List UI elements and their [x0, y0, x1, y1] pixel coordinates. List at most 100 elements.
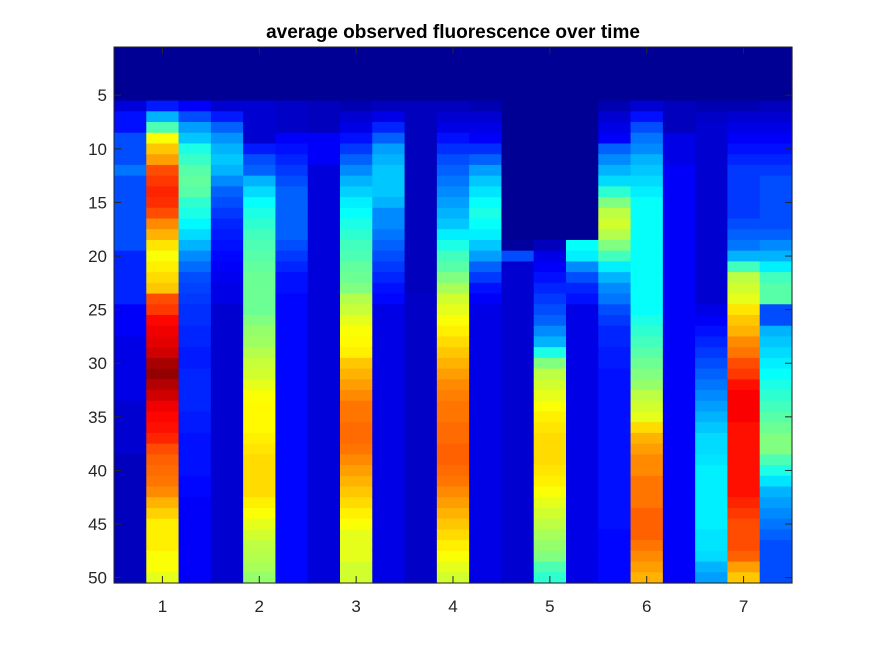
heatmap-cell	[178, 347, 212, 359]
heatmap-cell	[178, 229, 212, 241]
heatmap-cell	[340, 518, 373, 530]
heatmap-cell	[340, 486, 373, 498]
heatmap-cell	[501, 465, 535, 477]
heatmap-cell	[630, 550, 664, 563]
heatmap-cell	[210, 100, 244, 112]
heatmap-cell	[501, 250, 535, 262]
heatmap-cell	[469, 175, 503, 187]
heatmap-cell	[469, 315, 503, 327]
heatmap-cell	[178, 207, 212, 220]
heatmap-cell	[146, 197, 180, 209]
heatmap-cell	[275, 540, 309, 552]
heatmap-cell	[469, 197, 503, 209]
heatmap-cell	[469, 100, 503, 112]
heatmap-cell	[275, 282, 309, 295]
heatmap-cell	[469, 529, 503, 541]
heatmap-cell	[533, 315, 567, 327]
heatmap-cell	[178, 550, 212, 563]
heatmap-cell	[662, 239, 696, 252]
heatmap-cell	[372, 400, 406, 413]
heatmap-cell	[727, 111, 761, 123]
heatmap-cell	[727, 154, 761, 166]
heatmap-cell	[566, 197, 599, 209]
heatmap-cell	[759, 347, 793, 359]
heatmap-cell	[695, 486, 729, 498]
heatmap-cell	[727, 218, 761, 230]
heatmap-cell	[340, 368, 373, 380]
heatmap-cell	[307, 250, 341, 262]
heatmap-cell	[340, 207, 373, 220]
heatmap-cell	[404, 518, 438, 530]
heatmap-cell	[146, 432, 180, 445]
heatmap-cell	[630, 540, 664, 552]
heatmap-cell	[275, 207, 309, 220]
heatmap-cell	[114, 379, 147, 391]
heatmap-cell	[372, 368, 406, 380]
heatmap-cell	[630, 422, 664, 434]
heatmap-cell	[533, 57, 567, 70]
heatmap-cell	[340, 57, 373, 70]
heatmap-cell	[630, 197, 664, 209]
heatmap-cell	[146, 154, 180, 166]
heatmap-cell	[404, 229, 438, 241]
heatmap-cell	[566, 315, 599, 327]
heatmap-cell	[114, 432, 147, 445]
y-tick-label: 30	[88, 354, 107, 373]
heatmap-cell	[372, 572, 406, 584]
heatmap-cell	[695, 497, 729, 509]
heatmap-cell	[630, 357, 664, 370]
heatmap-cell	[598, 400, 632, 413]
heatmap-cell	[469, 443, 503, 455]
heatmap-cell	[695, 282, 729, 295]
heatmap-cell	[469, 454, 503, 466]
heatmap-cell	[566, 154, 599, 166]
heatmap-cell	[210, 261, 244, 273]
heatmap-cell	[501, 79, 535, 91]
heatmap-cell	[146, 89, 180, 102]
heatmap-cell	[146, 122, 180, 134]
heatmap-cell	[243, 379, 277, 391]
heatmap-cell	[662, 186, 696, 198]
heatmap-cell	[533, 229, 567, 241]
heatmap-cell	[372, 422, 406, 434]
heatmap-cell	[566, 250, 599, 262]
heatmap-cell	[501, 304, 535, 316]
heatmap-cell	[178, 68, 212, 80]
heatmap-cell	[598, 357, 632, 370]
heatmap-cell	[533, 454, 567, 466]
heatmap-cell	[598, 272, 632, 284]
heatmap-cell	[178, 250, 212, 262]
heatmap-cell	[436, 400, 470, 413]
heatmap-cell	[404, 454, 438, 466]
heatmap-cell	[469, 304, 503, 316]
heatmap-cell	[469, 207, 503, 220]
heatmap-cell	[404, 122, 438, 134]
heatmap-cell	[598, 261, 632, 273]
heatmap-cell	[178, 518, 212, 530]
heatmap-cell	[727, 143, 761, 155]
heatmap-cell	[243, 443, 277, 455]
heatmap-cell	[146, 164, 180, 177]
heatmap-cell	[146, 315, 180, 327]
heatmap-cell	[146, 357, 180, 370]
heatmap-cell	[501, 315, 535, 327]
heatmap-cell	[114, 197, 147, 209]
heatmap-cell	[275, 122, 309, 134]
heatmap-cell	[404, 486, 438, 498]
heatmap-cell	[662, 89, 696, 102]
heatmap-cell	[243, 357, 277, 370]
heatmap-cell	[275, 572, 309, 584]
heatmap-cell	[598, 325, 632, 338]
heatmap-cell	[662, 272, 696, 284]
heatmap-cell	[404, 68, 438, 80]
heatmap-cell	[340, 293, 373, 305]
heatmap-cell	[307, 272, 341, 284]
heatmap-cell	[114, 572, 147, 584]
y-tick-label: 40	[88, 461, 107, 480]
heatmap-cell	[404, 111, 438, 123]
heatmap-cell	[533, 540, 567, 552]
heatmap-cell	[436, 432, 470, 445]
heatmap-cell	[566, 400, 599, 413]
heatmap-cell	[146, 454, 180, 466]
heatmap-cell	[630, 390, 664, 402]
